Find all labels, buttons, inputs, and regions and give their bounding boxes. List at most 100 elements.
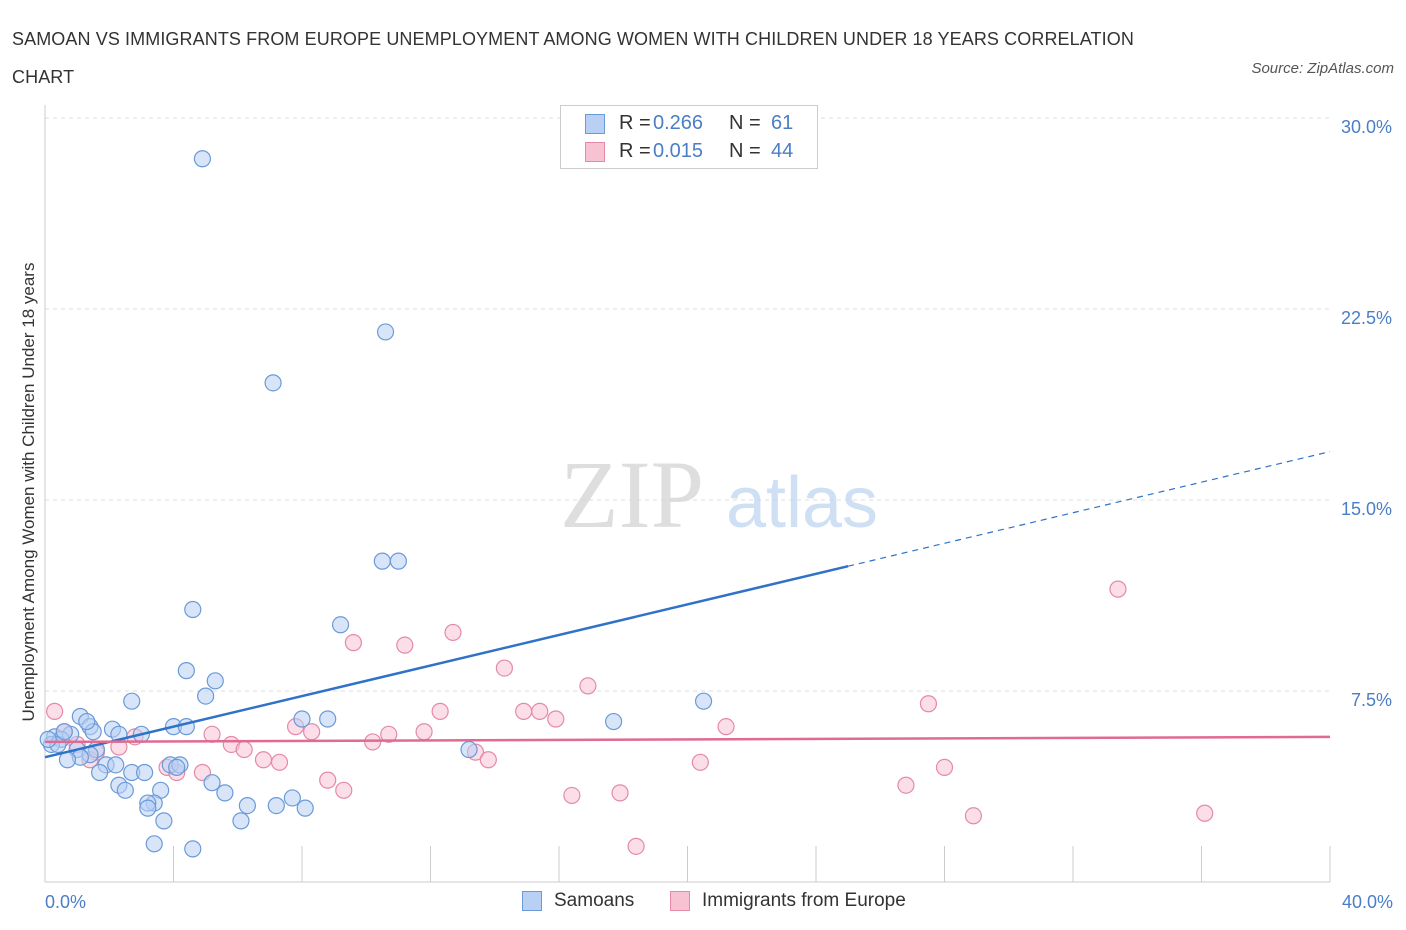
samoan-point xyxy=(184,600,202,619)
watermark: ZIP atlas xyxy=(560,441,878,548)
legend-n-label: N = xyxy=(729,140,761,162)
samoan-point xyxy=(145,835,163,853)
samoan-point xyxy=(184,840,202,858)
x-tick-label: 40.0% xyxy=(1342,892,1393,912)
y-tick-label: 22.5% xyxy=(1341,308,1392,328)
legend-swatch-blue xyxy=(522,891,542,911)
samoan-point xyxy=(91,763,109,782)
samoan-point xyxy=(216,784,234,802)
x-tick-label: 0.0% xyxy=(45,892,86,912)
samoan-point xyxy=(283,789,301,807)
legend-r-value: 0.266 xyxy=(653,112,704,134)
y-tick-label: 7.5% xyxy=(1351,690,1392,710)
immigrants-point xyxy=(1196,804,1214,822)
samoan-point xyxy=(267,796,285,815)
samoan-point xyxy=(694,692,713,710)
trend-lines xyxy=(44,451,1331,759)
samoan-point xyxy=(376,323,395,341)
legend-n-label: N = xyxy=(729,112,761,134)
legend-label-samoans: Samoans xyxy=(554,890,635,911)
source-label: Source: ZipAtlas.com xyxy=(1251,60,1394,77)
samoan-point xyxy=(139,799,157,817)
samoan-point xyxy=(55,723,73,741)
immigrants-point xyxy=(495,659,513,677)
immigrants-point xyxy=(691,753,709,771)
samoan-point xyxy=(168,758,186,777)
legend-n-value: 61 xyxy=(771,112,794,134)
samoan-point xyxy=(123,692,141,710)
samoan-point xyxy=(389,552,407,570)
axes xyxy=(44,105,1331,883)
samoan-trend-extension xyxy=(847,451,1331,567)
immigrants-trend-line xyxy=(44,735,1331,744)
immigrants-point xyxy=(344,634,362,652)
y-axis-title: Unemployment Among Women with Children U… xyxy=(19,263,38,722)
immigrants-point xyxy=(1109,580,1127,598)
immigrants-point xyxy=(579,677,597,695)
legend-swatch-blue xyxy=(585,114,605,134)
legend-swatch-pink xyxy=(585,142,605,162)
immigrants-point xyxy=(431,702,449,720)
samoan-point xyxy=(107,756,125,774)
y-tick-label: 15.0% xyxy=(1341,499,1392,519)
immigrants-point xyxy=(515,702,533,720)
chart-title: SAMOAN VS IMMIGRANTS FROM EUROPE UNEMPLO… xyxy=(12,29,1134,87)
immigrants-point xyxy=(235,740,253,759)
immigrants-point xyxy=(380,725,398,743)
samoan-point xyxy=(460,740,478,759)
immigrants-point xyxy=(46,702,64,720)
legend-r-label: R = xyxy=(619,140,651,162)
immigrants-point xyxy=(919,695,938,713)
immigrants-points xyxy=(46,580,1214,855)
immigrants-point xyxy=(627,837,645,855)
immigrants-point xyxy=(717,718,735,736)
correlation-legend: R = 0.266 N = 61 R = 0.015 N = 44 xyxy=(560,105,818,169)
watermark-atlas: atlas xyxy=(726,463,878,543)
samoan-point xyxy=(116,781,134,799)
legend-n-value: 44 xyxy=(771,140,794,162)
immigrants-point xyxy=(335,781,353,799)
immigrants-point xyxy=(270,753,289,771)
immigrants-point xyxy=(479,751,497,769)
immigrants-point xyxy=(254,751,273,769)
samoan-point xyxy=(197,687,215,705)
samoan-point xyxy=(39,730,57,748)
samoan-point xyxy=(373,552,391,570)
immigrants-point xyxy=(964,807,983,825)
immigrants-point xyxy=(319,771,337,789)
samoan-point xyxy=(605,712,623,731)
y-tick-labels: 7.5% 15.0% 22.5% 30.0% xyxy=(1341,117,1392,710)
x-tick-labels: 0.0% 40.0% xyxy=(45,892,1393,912)
immigrants-point xyxy=(611,784,629,802)
samoan-point xyxy=(206,672,224,690)
samoan-point xyxy=(193,150,212,168)
samoan-point xyxy=(177,662,195,680)
immigrants-point xyxy=(364,733,382,751)
immigrants-point xyxy=(203,725,221,743)
immigrants-point xyxy=(444,623,462,642)
watermark-zip: ZIP xyxy=(560,441,704,548)
immigrants-point xyxy=(415,723,433,741)
immigrants-point xyxy=(531,702,549,720)
y-tick-label: 30.0% xyxy=(1341,117,1392,137)
samoan-point xyxy=(232,812,250,830)
legend-r-value: 0.015 xyxy=(653,140,704,162)
legend-swatch-pink xyxy=(670,891,690,911)
immigrants-point xyxy=(547,710,565,728)
samoan-point xyxy=(203,774,221,792)
samoan-point xyxy=(331,616,350,634)
samoan-point xyxy=(238,796,256,815)
samoan-point xyxy=(135,763,154,782)
samoan-point xyxy=(155,812,173,830)
samoan-point xyxy=(296,799,314,817)
samoan-point xyxy=(78,712,96,731)
legend-r-label: R = xyxy=(619,112,651,134)
samoan-point xyxy=(264,374,282,392)
samoan-point xyxy=(293,710,311,728)
immigrants-point xyxy=(396,636,414,654)
immigrants-point xyxy=(897,776,915,794)
legend-label-immigrants: Immigrants from Europe xyxy=(702,890,906,911)
samoan-point xyxy=(319,710,337,728)
samoan-trend-line xyxy=(44,564,849,759)
